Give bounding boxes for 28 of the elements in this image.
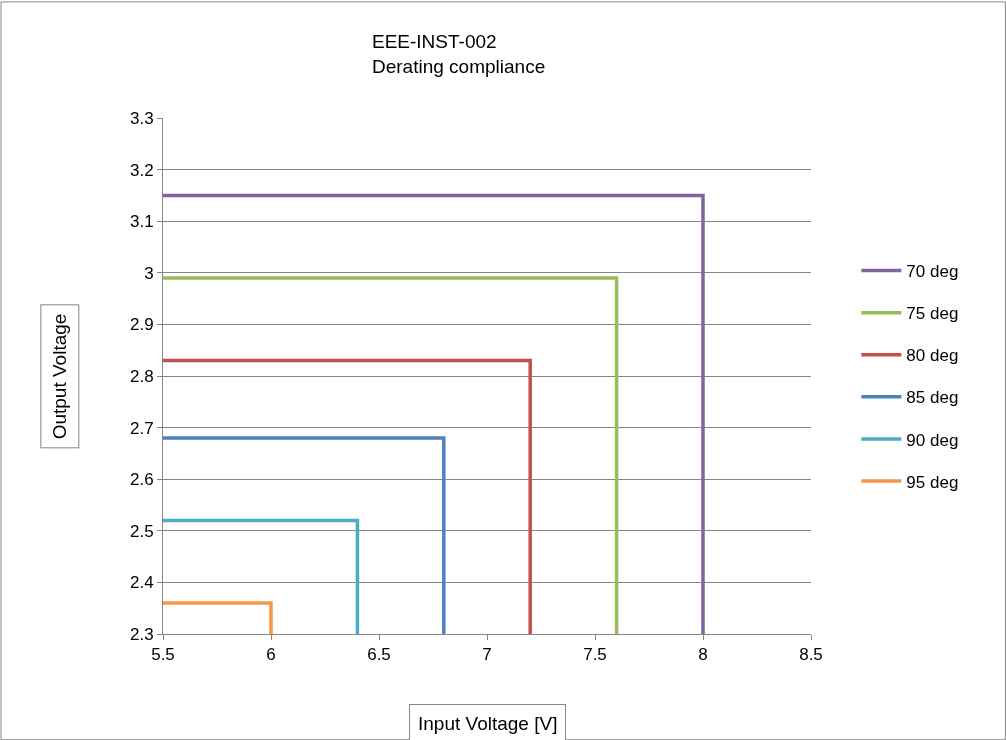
y-axis-title: Output Voltage xyxy=(49,313,71,440)
legend-label: 90 deg xyxy=(906,430,959,450)
legend-label: 75 deg xyxy=(906,304,959,324)
y-tick-label: 2.8 xyxy=(129,366,154,386)
chart-title: EEE-INST-002 xyxy=(372,31,497,52)
y-tick-label: 3.2 xyxy=(129,160,154,180)
y-tick-label: 2.5 xyxy=(129,521,154,541)
y-tick-label: 2.6 xyxy=(129,470,154,490)
chart-subtitle: Derating compliance xyxy=(372,55,546,77)
y-tick-label: 3 xyxy=(144,263,154,283)
x-axis-title: Input Voltage [V] xyxy=(418,713,558,734)
legend-label: 70 deg xyxy=(906,262,959,282)
y-tick-label: 2.4 xyxy=(129,573,154,593)
y-tick-label: 3.1 xyxy=(129,212,154,232)
x-tick-label: 8 xyxy=(698,645,708,665)
legend-label: 80 deg xyxy=(906,346,959,366)
x-tick-label: 5.5 xyxy=(151,645,175,665)
y-tick-label: 3.3 xyxy=(129,108,154,128)
legend-label: 95 deg xyxy=(906,472,959,492)
x-tick-label: 6 xyxy=(266,645,276,665)
x-tick-label: 8.5 xyxy=(799,645,823,665)
y-tick-label: 2.3 xyxy=(129,624,154,644)
y-tick-label: 2.9 xyxy=(129,315,154,335)
legend-label: 85 deg xyxy=(906,388,959,408)
x-tick-label: 7 xyxy=(482,645,492,665)
x-tick-label: 7.5 xyxy=(583,645,607,665)
x-tick-label: 6.5 xyxy=(367,645,391,665)
y-tick-label: 2.7 xyxy=(129,418,154,438)
